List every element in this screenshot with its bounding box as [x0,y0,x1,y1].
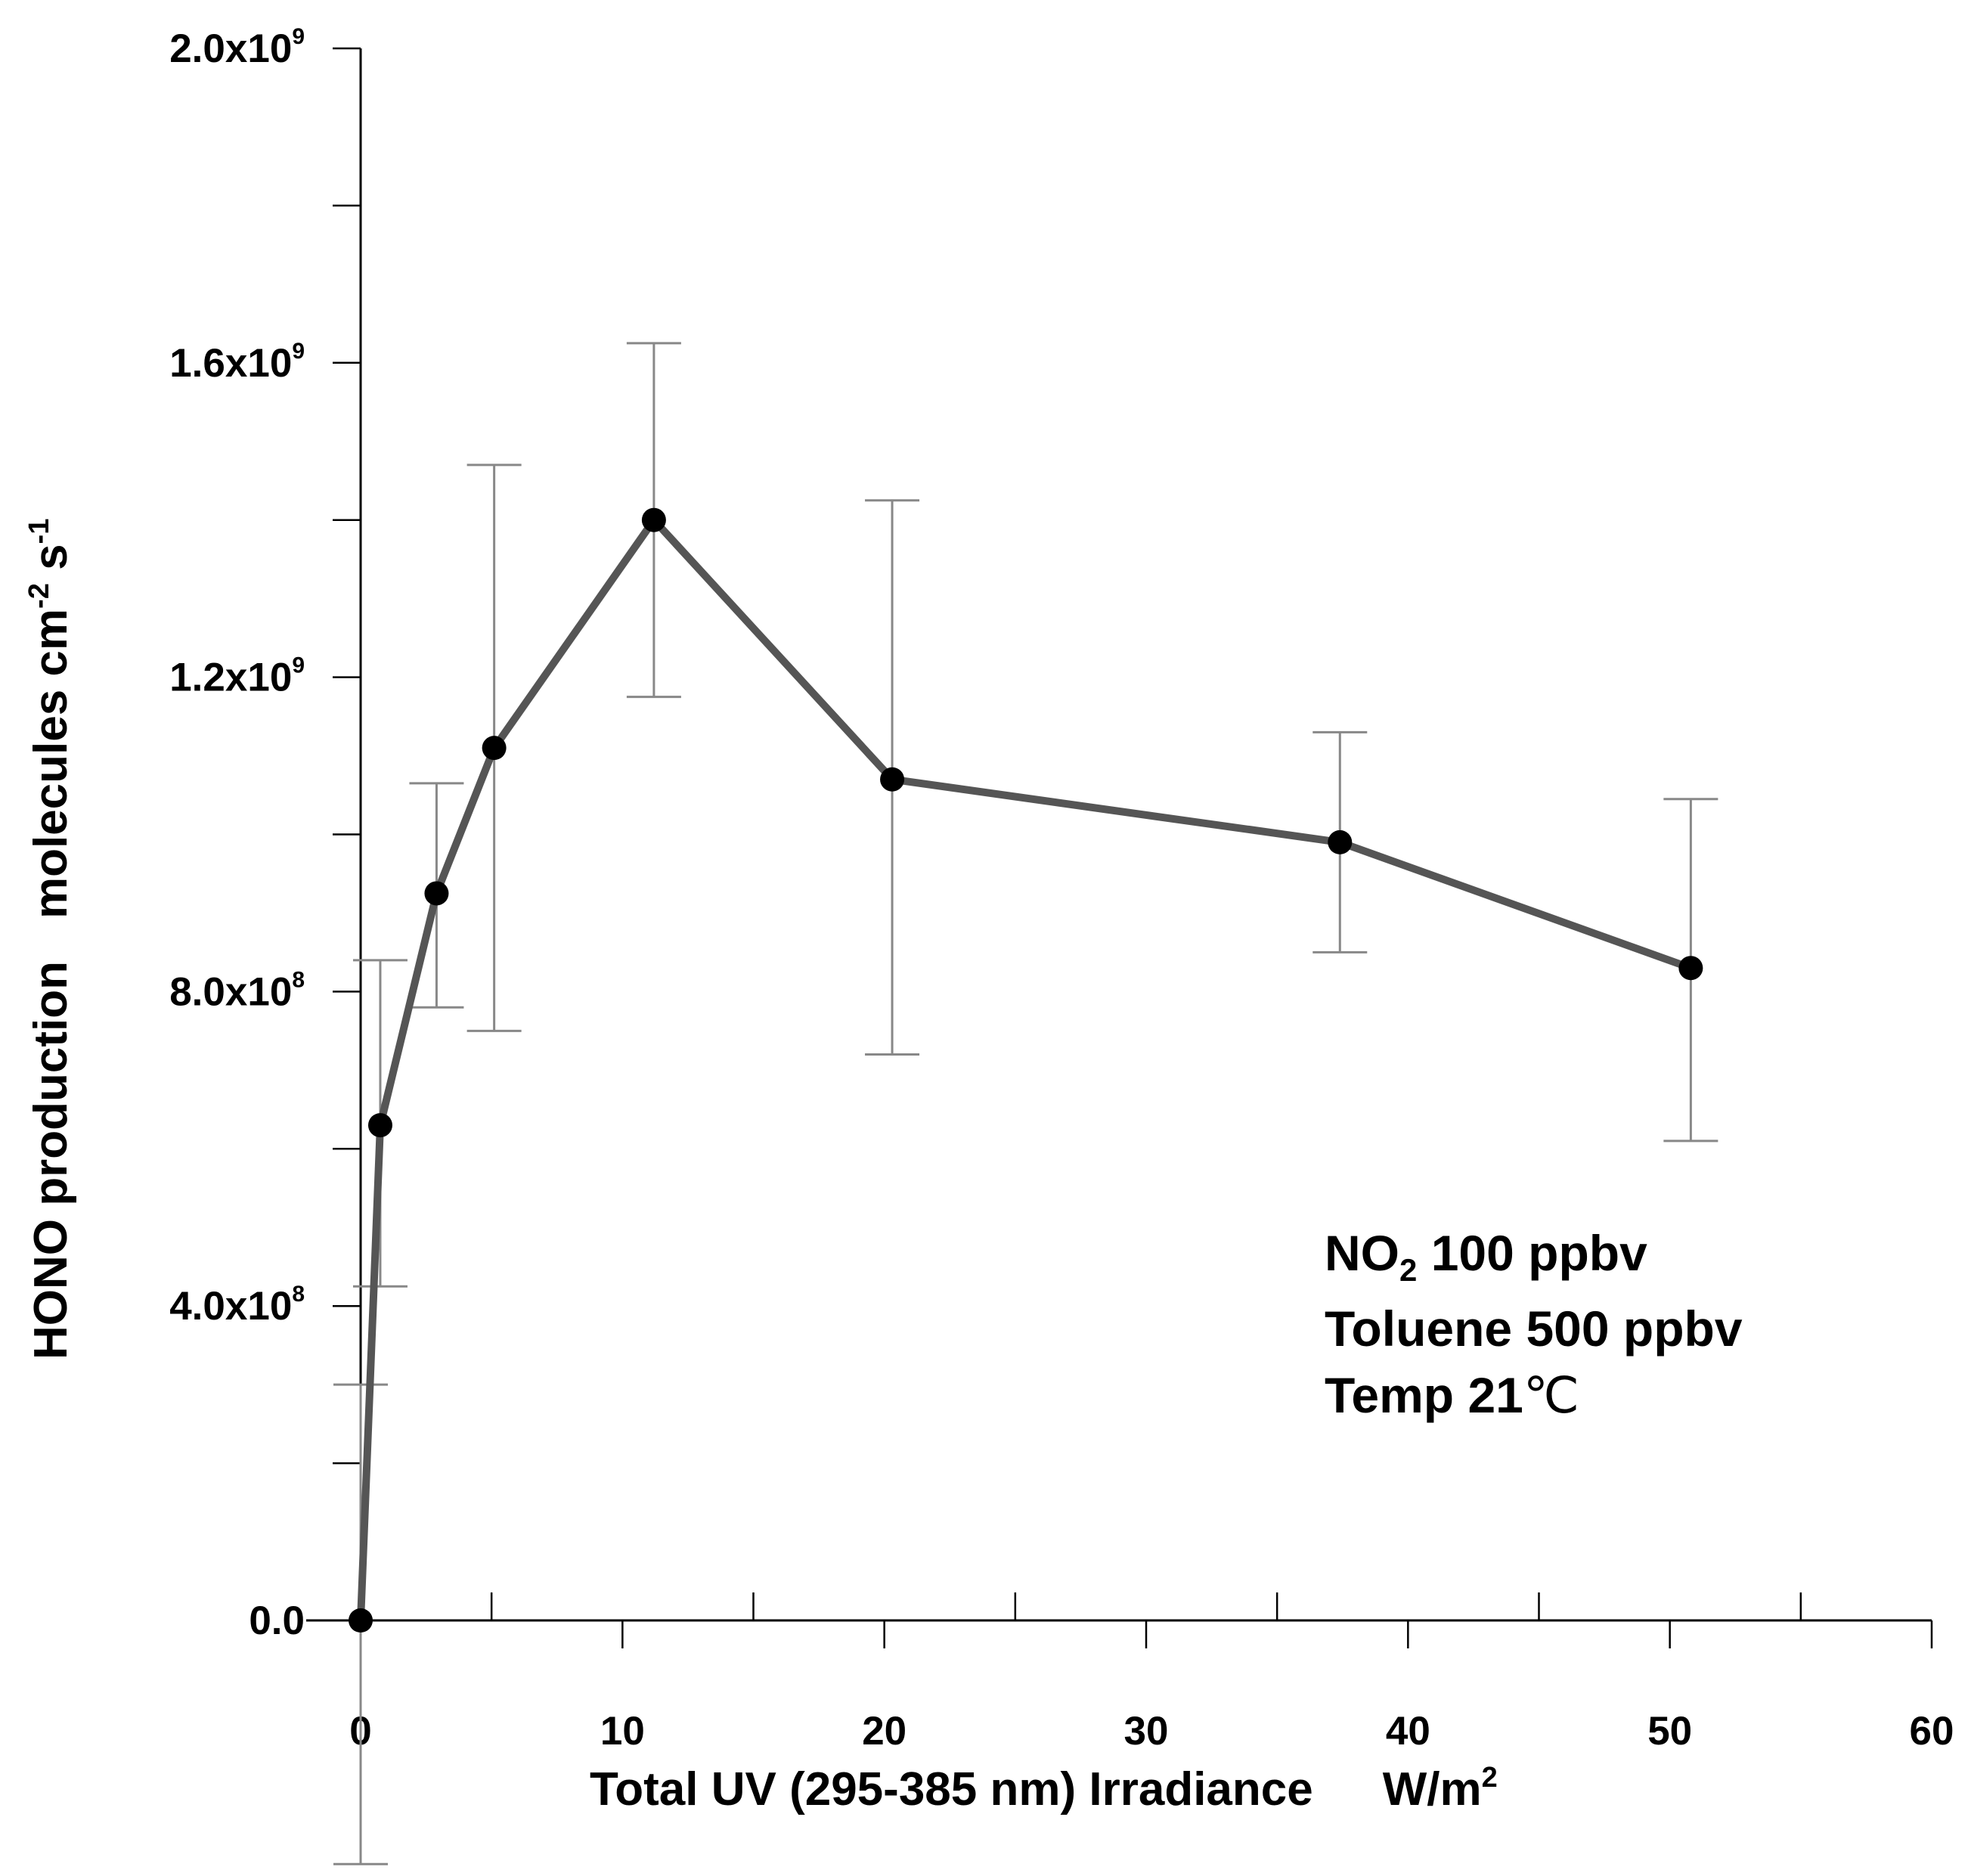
data-point [349,1608,373,1633]
annotation-no2-sub: 2 [1399,1252,1417,1288]
annotation-no2-suffix: 100 ppbv [1417,1225,1647,1281]
y-axis-title-unit-b-sup: -1 [23,519,55,544]
x-tick-label: 40 [1386,1709,1430,1754]
x-tick-label: 10 [600,1709,645,1754]
x-tick-label: 50 [1647,1709,1692,1754]
y-tick-label: 2.0x109 [169,24,305,71]
y-axis-title: HONO production molecules cm-2 s-1 [23,519,77,1360]
y-tick-label-exp: 9 [292,339,305,364]
y-tick-label: 1.6x109 [169,339,305,386]
series-lines [357,516,1695,1624]
data-point [1328,829,1353,854]
y-tick-label-base: 0.0 [249,1598,305,1643]
x-tick-label: 20 [862,1709,906,1754]
annotation-temp-unit: ℃ [1523,1367,1579,1423]
x-axis-title-unit: W/m [1383,1763,1482,1816]
y-tick-label: 8.0x108 [169,967,305,1014]
y-tick-label-exp: 8 [292,1282,305,1307]
y-tick-label: 4.0x108 [169,1282,305,1329]
y-tick-label: 0.0 [249,1598,305,1643]
y-tick-label-base: 1.6x10 [169,341,292,386]
data-point [1678,956,1703,981]
annotation-temp-prefix: Temp 21 [1325,1367,1523,1423]
annotation-temp: Temp 21℃ [1325,1367,1579,1423]
y-tick-label-exp: 9 [292,653,305,678]
y-axis-title-unit-b: s [25,544,77,583]
y-tick-label-base: 8.0x10 [169,969,292,1014]
y-axis-title-main: HONO production [25,961,77,1360]
data-point [482,736,507,761]
data-point [424,881,449,906]
axes [306,48,1932,1622]
x-tick-label: 60 [1910,1709,1954,1754]
x-tick-label: 30 [1124,1709,1169,1754]
y-axis-title-unit-a: molecules cm [25,609,77,919]
y-tick-label: 1.2x109 [169,653,305,700]
data-point [641,507,666,532]
annotation-no2: NO2 100 ppbv [1325,1225,1647,1288]
x-axis-title-unit-sup: 2 [1482,1762,1498,1794]
conditions-annotation: NO2 100 ppbv Toluene 500 ppbv Temp 21℃ [1325,1225,1743,1423]
y-tick-label-exp: 9 [292,24,305,49]
y-tick-label-exp: 8 [292,967,305,992]
data-point [880,767,905,792]
annotation-no2-prefix: NO [1325,1225,1399,1281]
annotation-toluene: Toluene 500 ppbv [1325,1301,1743,1357]
x-axis-title: Total UV (295-385 nm) Irradiance W/m2 [590,1762,1498,1816]
y-tick-label-base: 4.0x10 [169,1284,292,1329]
y-axis-title-unit-a-sup: -2 [23,583,55,609]
y-tick-label-base: 2.0x10 [169,26,292,71]
series-line-0 [357,516,1695,1624]
y-tick-label-base: 1.2x10 [169,656,292,700]
data-point [367,1113,392,1138]
x-axis-title-main: Total UV (295-385 nm) Irradiance [590,1763,1313,1816]
error-bars [333,342,1718,1865]
data-markers [349,507,1703,1633]
